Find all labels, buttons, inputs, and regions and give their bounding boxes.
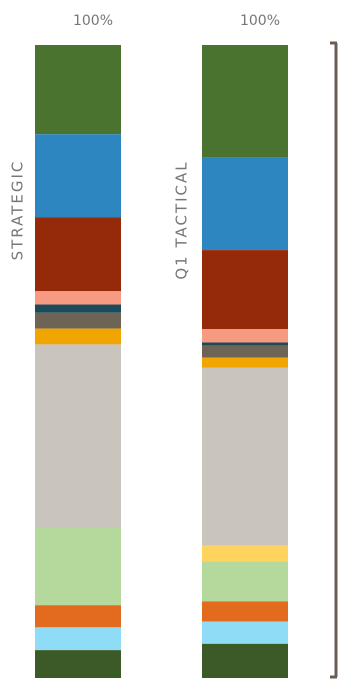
category-label: Q1 TACTICAL: [173, 160, 191, 279]
bar-segment: [35, 134, 121, 218]
total-label: 100%: [240, 13, 280, 29]
bar-segment: [35, 312, 121, 329]
bar-segment: [35, 627, 121, 651]
bar-segment: [202, 367, 288, 546]
bar-segment: [202, 561, 288, 602]
bar-segment: [202, 643, 288, 678]
bar-segment: [202, 621, 288, 644]
bar-segment: [35, 527, 121, 606]
bar-segment: [202, 545, 288, 562]
bar-segment: [202, 329, 288, 343]
bar-segment: [202, 357, 288, 368]
bar-segment: [35, 328, 121, 345]
bar-segment: [35, 217, 121, 292]
bar-segment: [35, 650, 121, 678]
bar-segment: [35, 605, 121, 628]
bar-segment: [202, 342, 288, 346]
bar-segment: [202, 45, 288, 158]
bar-segment: [202, 601, 288, 622]
bar-segment: [202, 157, 288, 251]
bar-segment: [35, 45, 121, 135]
bar-segment: [202, 345, 288, 358]
bar-segment: [35, 344, 121, 528]
bar-segment: [202, 250, 288, 330]
total-label: 100%: [73, 13, 113, 29]
bar-segment: [35, 304, 121, 313]
bar-segment: [35, 291, 121, 305]
category-label: STRATEGIC: [9, 160, 27, 261]
